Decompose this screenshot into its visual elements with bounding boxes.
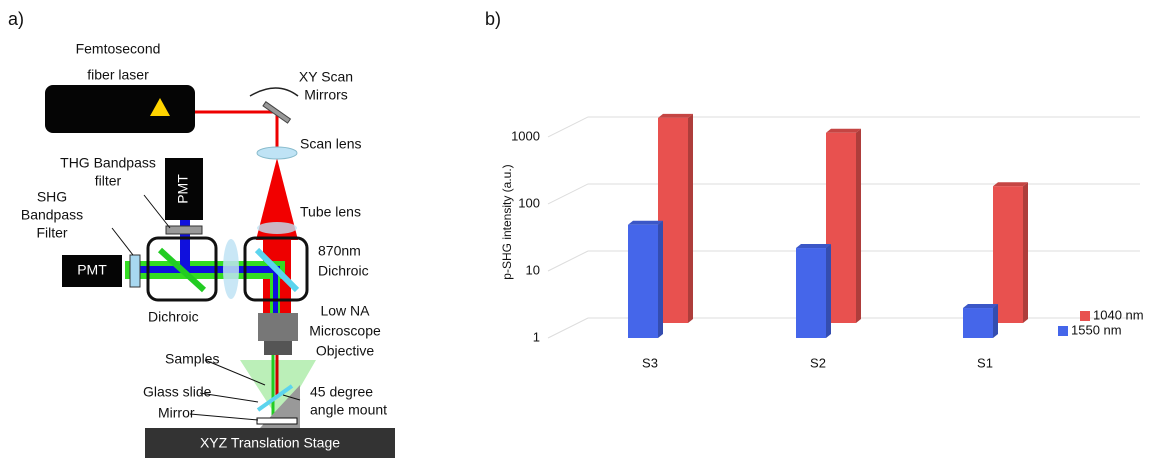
tube-lens: [257, 222, 297, 234]
setup-diagram: Femtosecond fiber laser XY Scan Mirrors …: [21, 41, 395, 458]
legend-label: 1040 nm: [1093, 307, 1144, 322]
label: THG Bandpass: [60, 155, 156, 171]
label: fiber laser: [87, 67, 149, 83]
thg-filter: [166, 226, 202, 234]
bar: [628, 225, 658, 338]
label: filter: [95, 173, 122, 189]
figure: a) b): [0, 0, 1154, 458]
label: Femtosecond: [76, 41, 161, 57]
mirror: [257, 418, 297, 424]
label: PMT: [77, 262, 107, 278]
label: Glass slide: [143, 384, 212, 400]
panel-label: a): [8, 9, 24, 29]
bar-side: [688, 114, 693, 323]
label: Bandpass: [21, 207, 83, 223]
bar-top: [628, 221, 663, 225]
bar-top: [658, 114, 693, 118]
y-axis-title: p-SHG intensity (a.u.): [500, 164, 514, 279]
legend-swatch: [1080, 311, 1090, 321]
legend-swatch: [1058, 326, 1068, 336]
bar-side: [993, 304, 998, 338]
y-tick-label: 1: [533, 329, 540, 344]
bar: [993, 186, 1023, 323]
label: Scan lens: [300, 136, 361, 152]
label: Microscope: [309, 323, 381, 339]
y-tick-label: 100: [518, 195, 540, 210]
bar-top: [993, 182, 1028, 186]
bar-side: [856, 129, 861, 323]
bar-side: [1023, 182, 1028, 323]
label: Mirror: [158, 405, 195, 421]
leader: [190, 414, 258, 420]
label: Dichroic: [318, 263, 369, 279]
label: XYZ Translation Stage: [200, 435, 340, 451]
page: a) b): [0, 0, 1154, 458]
x-tick-label: S1: [977, 355, 993, 370]
objective: [264, 341, 292, 355]
label: SHG: [37, 189, 67, 205]
bar-top: [796, 244, 831, 248]
bar: [963, 308, 993, 338]
scan-lens: [257, 147, 297, 159]
bar-top: [826, 129, 861, 133]
label: PMT: [175, 174, 191, 204]
leader: [112, 228, 133, 255]
blue-beam: [140, 266, 280, 273]
x-tick-label: S3: [642, 355, 658, 370]
y-tick-label: 10: [526, 262, 540, 277]
label: Mirrors: [304, 87, 348, 103]
label: 45 degree: [310, 384, 373, 400]
shg-filter: [130, 255, 140, 287]
label: Filter: [36, 225, 67, 241]
x-tick-label: S2: [810, 355, 826, 370]
label: angle mount: [310, 402, 387, 418]
bar-side: [826, 244, 831, 338]
bar-side: [658, 221, 663, 338]
label: Samples: [165, 351, 219, 367]
label: XY Scan: [299, 69, 353, 85]
label: Dichroic: [148, 309, 199, 325]
relay-lens: [223, 239, 239, 299]
label: Low NA: [320, 303, 370, 319]
laser: [45, 85, 195, 133]
panel-label: b): [485, 9, 501, 29]
y-tick-label: 1000: [511, 128, 540, 143]
label: Tube lens: [300, 204, 361, 220]
label: 870nm: [318, 243, 361, 259]
bar: [796, 248, 826, 338]
objective: [258, 313, 298, 341]
bar-top: [963, 304, 998, 308]
rotation-arrow: [250, 88, 298, 96]
legend-label: 1550 nm: [1071, 322, 1122, 337]
label: Objective: [316, 343, 375, 359]
